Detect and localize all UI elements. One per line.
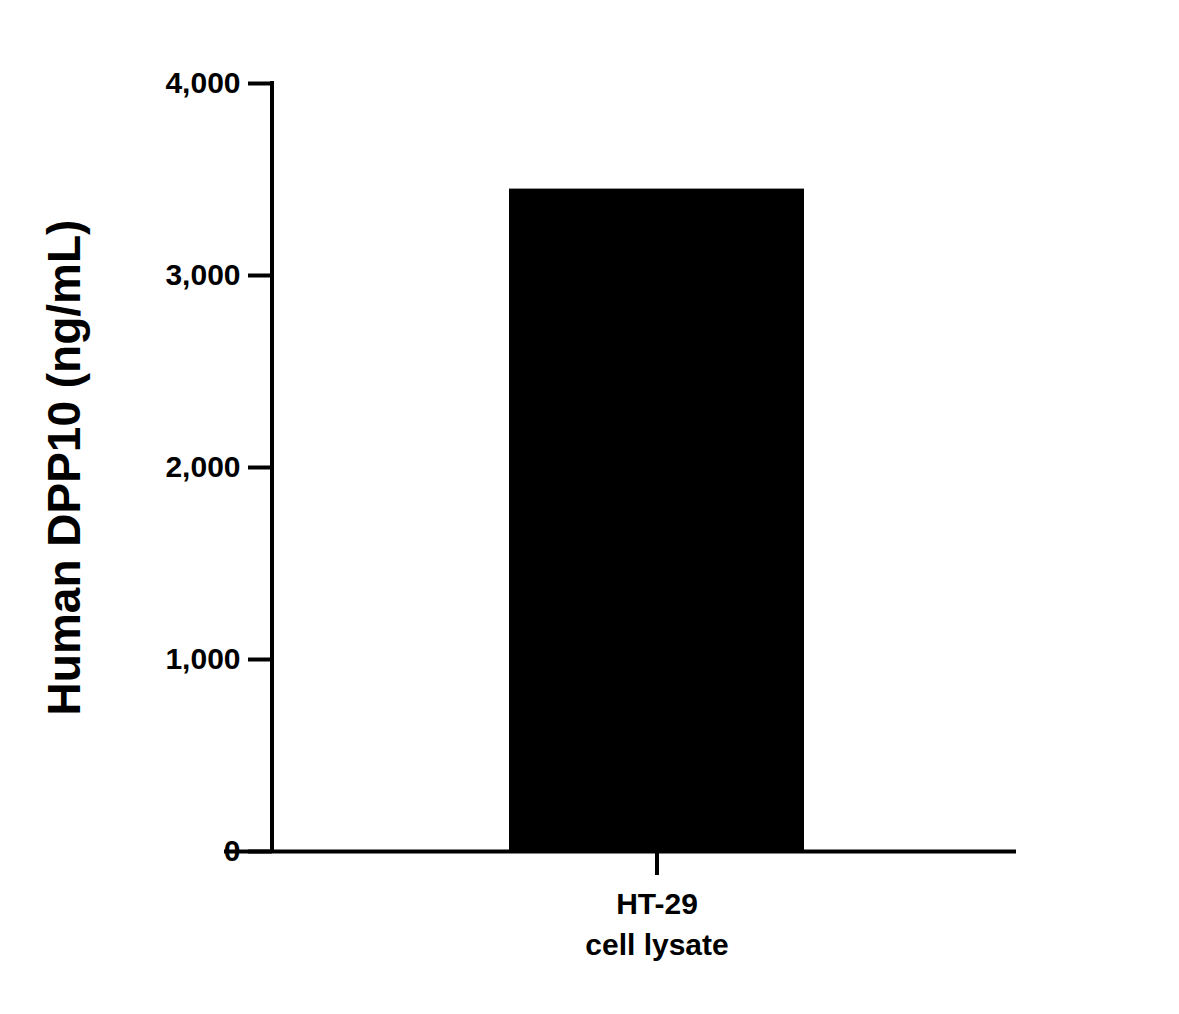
svg-text:Human DPP10 (ng/mL): Human DPP10 (ng/mL) — [38, 220, 90, 716]
svg-text:1,000: 1,000 — [165, 642, 240, 675]
svg-text:2,000: 2,000 — [165, 450, 240, 483]
svg-text:3,000: 3,000 — [165, 258, 240, 291]
svg-text:0: 0 — [224, 834, 241, 867]
svg-text:HT-29cell lysate: HT-29cell lysate — [585, 887, 728, 961]
svg-text:4,000: 4,000 — [165, 66, 240, 99]
